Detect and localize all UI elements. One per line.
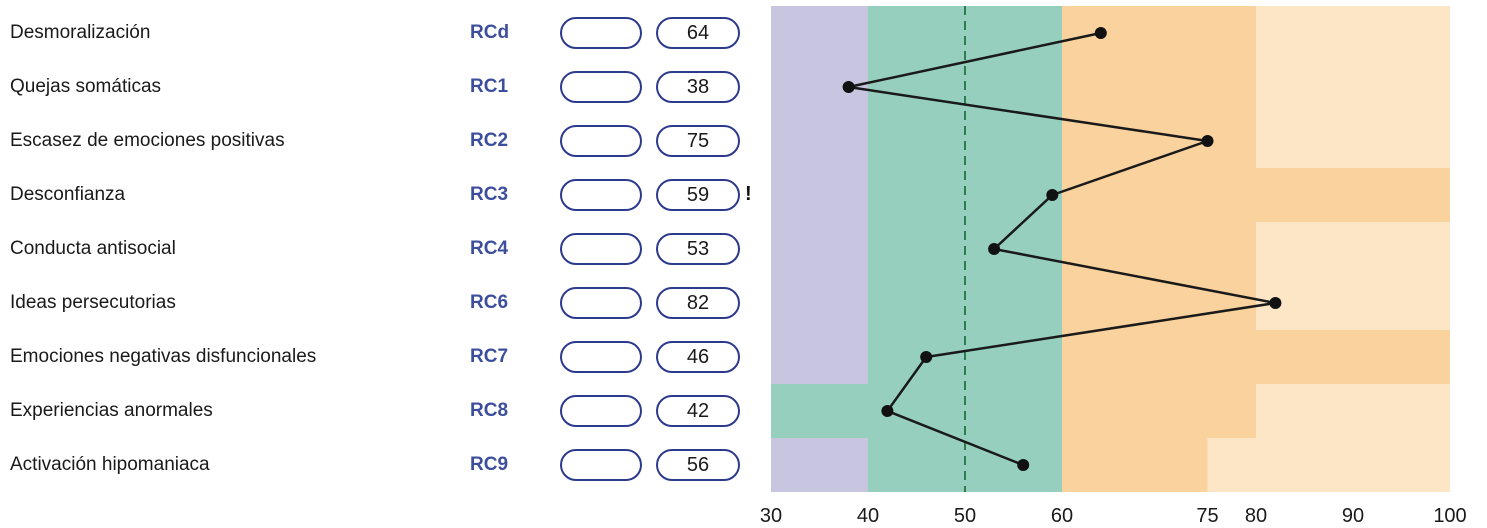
band-high (1256, 6, 1450, 60)
data-point-RC6 (1269, 297, 1281, 309)
band-high (1256, 114, 1450, 168)
band-moderate (1062, 384, 1256, 438)
band-moderate (1062, 438, 1208, 492)
data-point-RC8 (881, 405, 893, 417)
data-point-RC7 (920, 351, 932, 363)
band-high (1256, 222, 1450, 276)
data-point-RC3 (1046, 189, 1058, 201)
band-high (1208, 438, 1451, 492)
band-moderate (1062, 114, 1256, 168)
band-high (1256, 276, 1450, 330)
band-low (771, 276, 868, 330)
x-tick-label: 100 (1433, 505, 1466, 527)
band-normal (771, 384, 1062, 438)
x-tick-label: 30 (760, 505, 782, 527)
data-point-RCd (1095, 27, 1107, 39)
band-moderate (1062, 6, 1256, 60)
band-high (1256, 384, 1450, 438)
band-moderate (1062, 60, 1256, 114)
data-point-RC2 (1202, 135, 1214, 147)
band-moderate (1062, 168, 1450, 222)
x-tick-label: 40 (857, 505, 879, 527)
x-tick-label: 90 (1342, 505, 1364, 527)
data-point-RC1 (843, 81, 855, 93)
band-moderate (1062, 330, 1450, 384)
x-tick-label: 60 (1051, 505, 1073, 527)
band-high (1256, 60, 1450, 114)
band-low (771, 330, 868, 384)
x-tick-label: 50 (954, 505, 976, 527)
data-point-RC4 (988, 243, 1000, 255)
x-tick-label: 75 (1196, 505, 1218, 527)
band-low (771, 114, 868, 168)
band-low (771, 6, 868, 60)
x-tick-label: 80 (1245, 505, 1267, 527)
band-low (771, 168, 868, 222)
band-low (771, 222, 868, 276)
data-point-RC9 (1017, 459, 1029, 471)
band-low (771, 438, 868, 492)
